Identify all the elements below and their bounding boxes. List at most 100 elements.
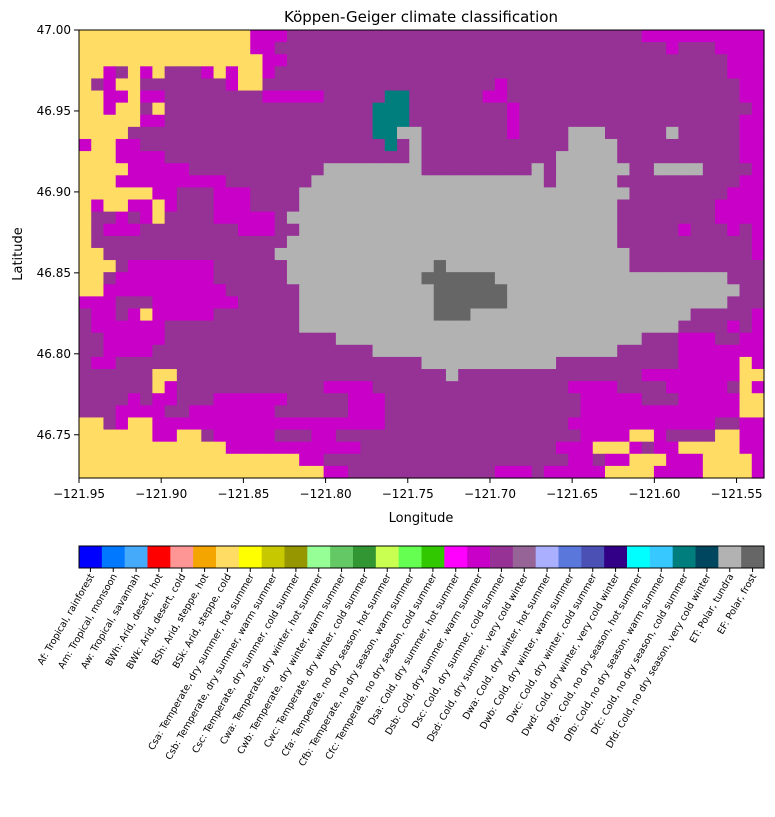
heatmap-cell (140, 405, 153, 419)
heatmap-cell (653, 151, 667, 164)
heatmap-cell (323, 284, 337, 297)
heatmap-cell (678, 90, 692, 104)
heatmap-cell (262, 320, 276, 334)
heatmap-cell (445, 235, 459, 249)
heatmap-cell (360, 54, 374, 67)
heatmap-cell (164, 151, 178, 164)
heatmap-cell (641, 356, 655, 370)
heatmap-cell (274, 429, 288, 443)
heatmap-cell (127, 247, 141, 261)
heatmap-cell (421, 381, 435, 394)
heatmap-cell (702, 102, 716, 116)
heatmap-cell (494, 320, 508, 334)
heatmap-cell (592, 126, 606, 140)
heatmap-cell (409, 296, 423, 310)
heatmap-cell (127, 175, 141, 189)
heatmap-cell (702, 90, 716, 104)
heatmap-cell (311, 320, 325, 334)
heatmap-cell (580, 151, 594, 164)
heatmap-cell (445, 369, 459, 382)
heatmap-cell (115, 175, 129, 189)
heatmap-cell (348, 102, 361, 116)
heatmap-cell (507, 332, 520, 346)
heatmap-cell (115, 284, 129, 297)
heatmap-cell (238, 272, 251, 285)
heatmap-cell (384, 138, 398, 152)
heatmap-cell (384, 102, 398, 116)
heatmap-cell (115, 320, 129, 334)
heatmap-cell (91, 78, 105, 92)
heatmap-cell (678, 54, 692, 67)
heatmap-cell (201, 332, 215, 346)
heatmap-cell (409, 42, 423, 55)
heatmap-cell (690, 163, 704, 176)
heatmap-cell (458, 223, 472, 237)
heatmap-cell (641, 247, 655, 261)
heatmap-cell (323, 199, 337, 213)
heatmap-cell (421, 369, 435, 382)
heatmap-cell (568, 260, 582, 273)
heatmap-cell (421, 356, 435, 370)
heatmap-cell (286, 356, 300, 370)
heatmap-cell (262, 211, 276, 225)
heatmap-cell (702, 393, 716, 406)
heatmap-cell (115, 151, 129, 164)
heatmap-cell (629, 272, 643, 285)
heatmap-cell (274, 126, 288, 140)
heatmap-cell (274, 284, 288, 297)
heatmap-cell (470, 369, 484, 382)
heatmap-cell (653, 344, 667, 358)
heatmap-cell (238, 417, 251, 431)
heatmap-cell (592, 296, 606, 310)
heatmap-cell (274, 54, 288, 67)
heatmap-cell (690, 332, 704, 346)
heatmap-cell (604, 272, 618, 285)
heatmap-cell (617, 356, 631, 370)
heatmap-cell (348, 417, 361, 431)
heatmap-cell (702, 151, 716, 164)
heatmap-cell (372, 381, 386, 394)
heatmap-cell (494, 441, 508, 455)
heatmap-cell (127, 114, 141, 128)
heatmap-cell (433, 235, 447, 249)
heatmap-cell (629, 260, 643, 273)
heatmap-cell (152, 417, 166, 431)
heatmap-cell (225, 30, 239, 43)
heatmap-cell (372, 393, 386, 406)
heatmap-cell (250, 296, 264, 310)
heatmap-cell (653, 102, 667, 116)
heatmap-cell (213, 296, 227, 310)
heatmap-cell (556, 78, 569, 92)
heatmap-cell (274, 296, 288, 310)
heatmap-cell (238, 296, 251, 310)
heatmap-cell (201, 405, 215, 419)
heatmap-cell (201, 308, 215, 322)
heatmap-cell (666, 465, 679, 479)
heatmap-cell (641, 54, 655, 67)
x-tick-label: −121.80 (300, 487, 352, 501)
heatmap-cell (189, 441, 202, 455)
heatmap-cell (445, 102, 459, 116)
heatmap-cell (397, 381, 410, 394)
heatmap-cell (433, 381, 447, 394)
heatmap-cell (531, 78, 545, 92)
heatmap-cell (715, 247, 728, 261)
heatmap-cell (543, 54, 557, 67)
heatmap-cell (641, 429, 655, 443)
heatmap-cell (690, 187, 704, 201)
heatmap-cell (79, 272, 92, 285)
heatmap-cell (580, 441, 594, 455)
heatmap-cell (629, 163, 643, 176)
heatmap-cell (213, 284, 227, 297)
heatmap-cell (213, 223, 227, 237)
heatmap-cell (140, 199, 153, 213)
heatmap-cell (580, 429, 594, 443)
heatmap-cell (164, 308, 178, 322)
heatmap-cell (274, 344, 288, 358)
heatmap-cell (201, 30, 215, 43)
heatmap-cell (519, 138, 533, 152)
heatmap-cell (140, 332, 153, 346)
heatmap-cell (482, 199, 496, 213)
heatmap-cell (397, 78, 410, 92)
heatmap-cell (140, 393, 153, 406)
